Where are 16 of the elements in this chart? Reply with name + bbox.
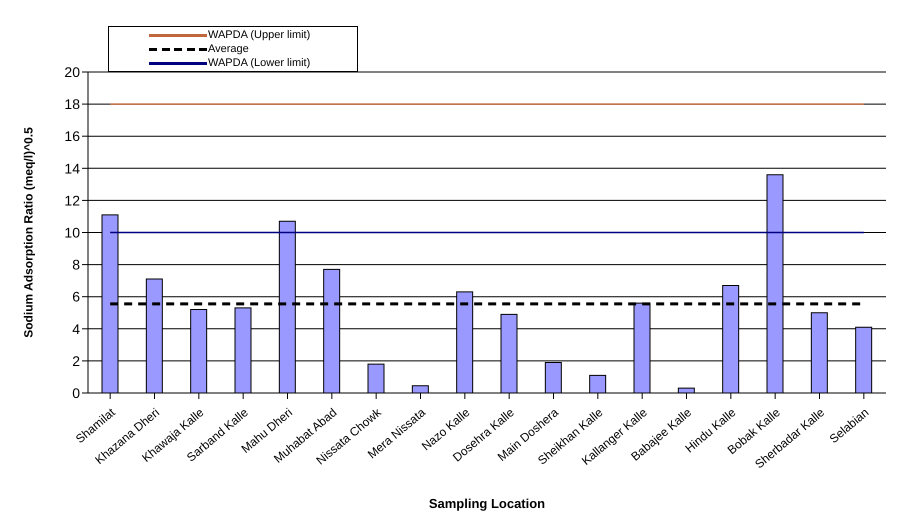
y-axis-title: Sodium Adsorption Ratio (meq/l)^0.5 — [21, 126, 36, 338]
y-tick-label: 6 — [72, 288, 80, 305]
y-tick-label: 8 — [72, 256, 80, 273]
y-tick-label: 20 — [64, 64, 80, 80]
y-tick-label: 18 — [64, 96, 80, 112]
y-tick-label: 12 — [64, 192, 80, 208]
y-tick-label: 14 — [64, 160, 80, 176]
y-tick-label: 16 — [64, 128, 80, 144]
y-tick-label: 2 — [72, 352, 80, 369]
legend-label: WAPDA (Upper limit) — [208, 29, 310, 41]
y-tick-label: 0 — [72, 384, 80, 401]
x-axis-title: Sampling Location — [428, 496, 546, 511]
y-tick-label: 10 — [64, 224, 80, 240]
legend-label: Average — [208, 43, 249, 55]
y-tick-label: 4 — [72, 320, 80, 337]
legend-label: WAPDA (Lower limit) — [208, 57, 310, 69]
